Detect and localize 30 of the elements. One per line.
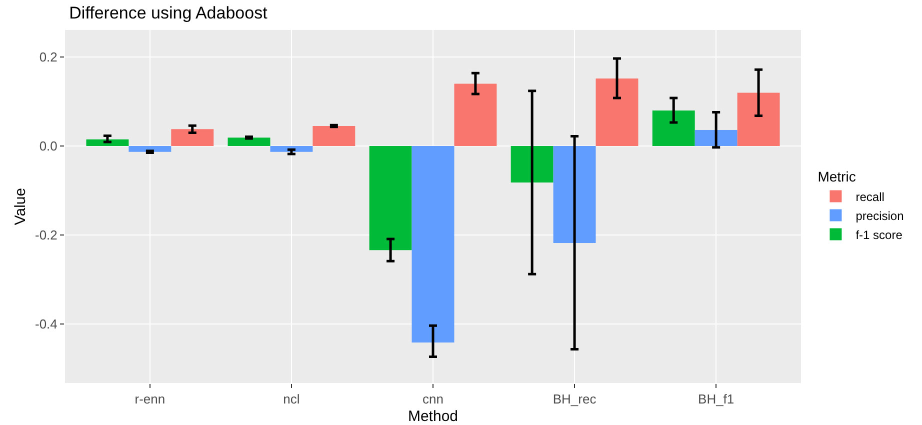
bar <box>510 146 554 182</box>
x-axis-title: Method <box>408 408 458 425</box>
x-tick-label: ncl <box>283 392 300 407</box>
y-tick-label: -0.2 <box>34 228 58 242</box>
bar <box>312 126 356 146</box>
bar <box>171 129 214 146</box>
bar <box>694 130 738 146</box>
bar <box>270 146 313 152</box>
x-tick-label: cnn <box>422 392 444 407</box>
x-tick-label: BH_rec <box>552 392 597 407</box>
legend-label: f-1 score <box>856 228 903 242</box>
bar <box>454 84 497 146</box>
legend-title: Metric <box>818 168 856 185</box>
chart-title: Difference using Adaboost <box>69 3 268 22</box>
y-tick-label: -0.4 <box>34 316 58 332</box>
legend-label: recall <box>856 190 884 204</box>
bar <box>652 110 695 146</box>
bar <box>128 146 172 152</box>
bar <box>553 146 596 243</box>
x-tick-label: r-enn <box>134 392 166 407</box>
bar <box>737 92 780 146</box>
y-axis-title: Value <box>12 188 29 226</box>
y-tick-label: 0.2 <box>39 50 58 65</box>
bar <box>369 146 412 250</box>
bar <box>596 78 638 146</box>
x-tick-label: BH_f1 <box>698 392 734 407</box>
bar <box>228 138 270 146</box>
legend-label: precision <box>856 208 904 223</box>
y-tick-label: 0.0 <box>39 138 58 154</box>
bar <box>412 146 454 343</box>
